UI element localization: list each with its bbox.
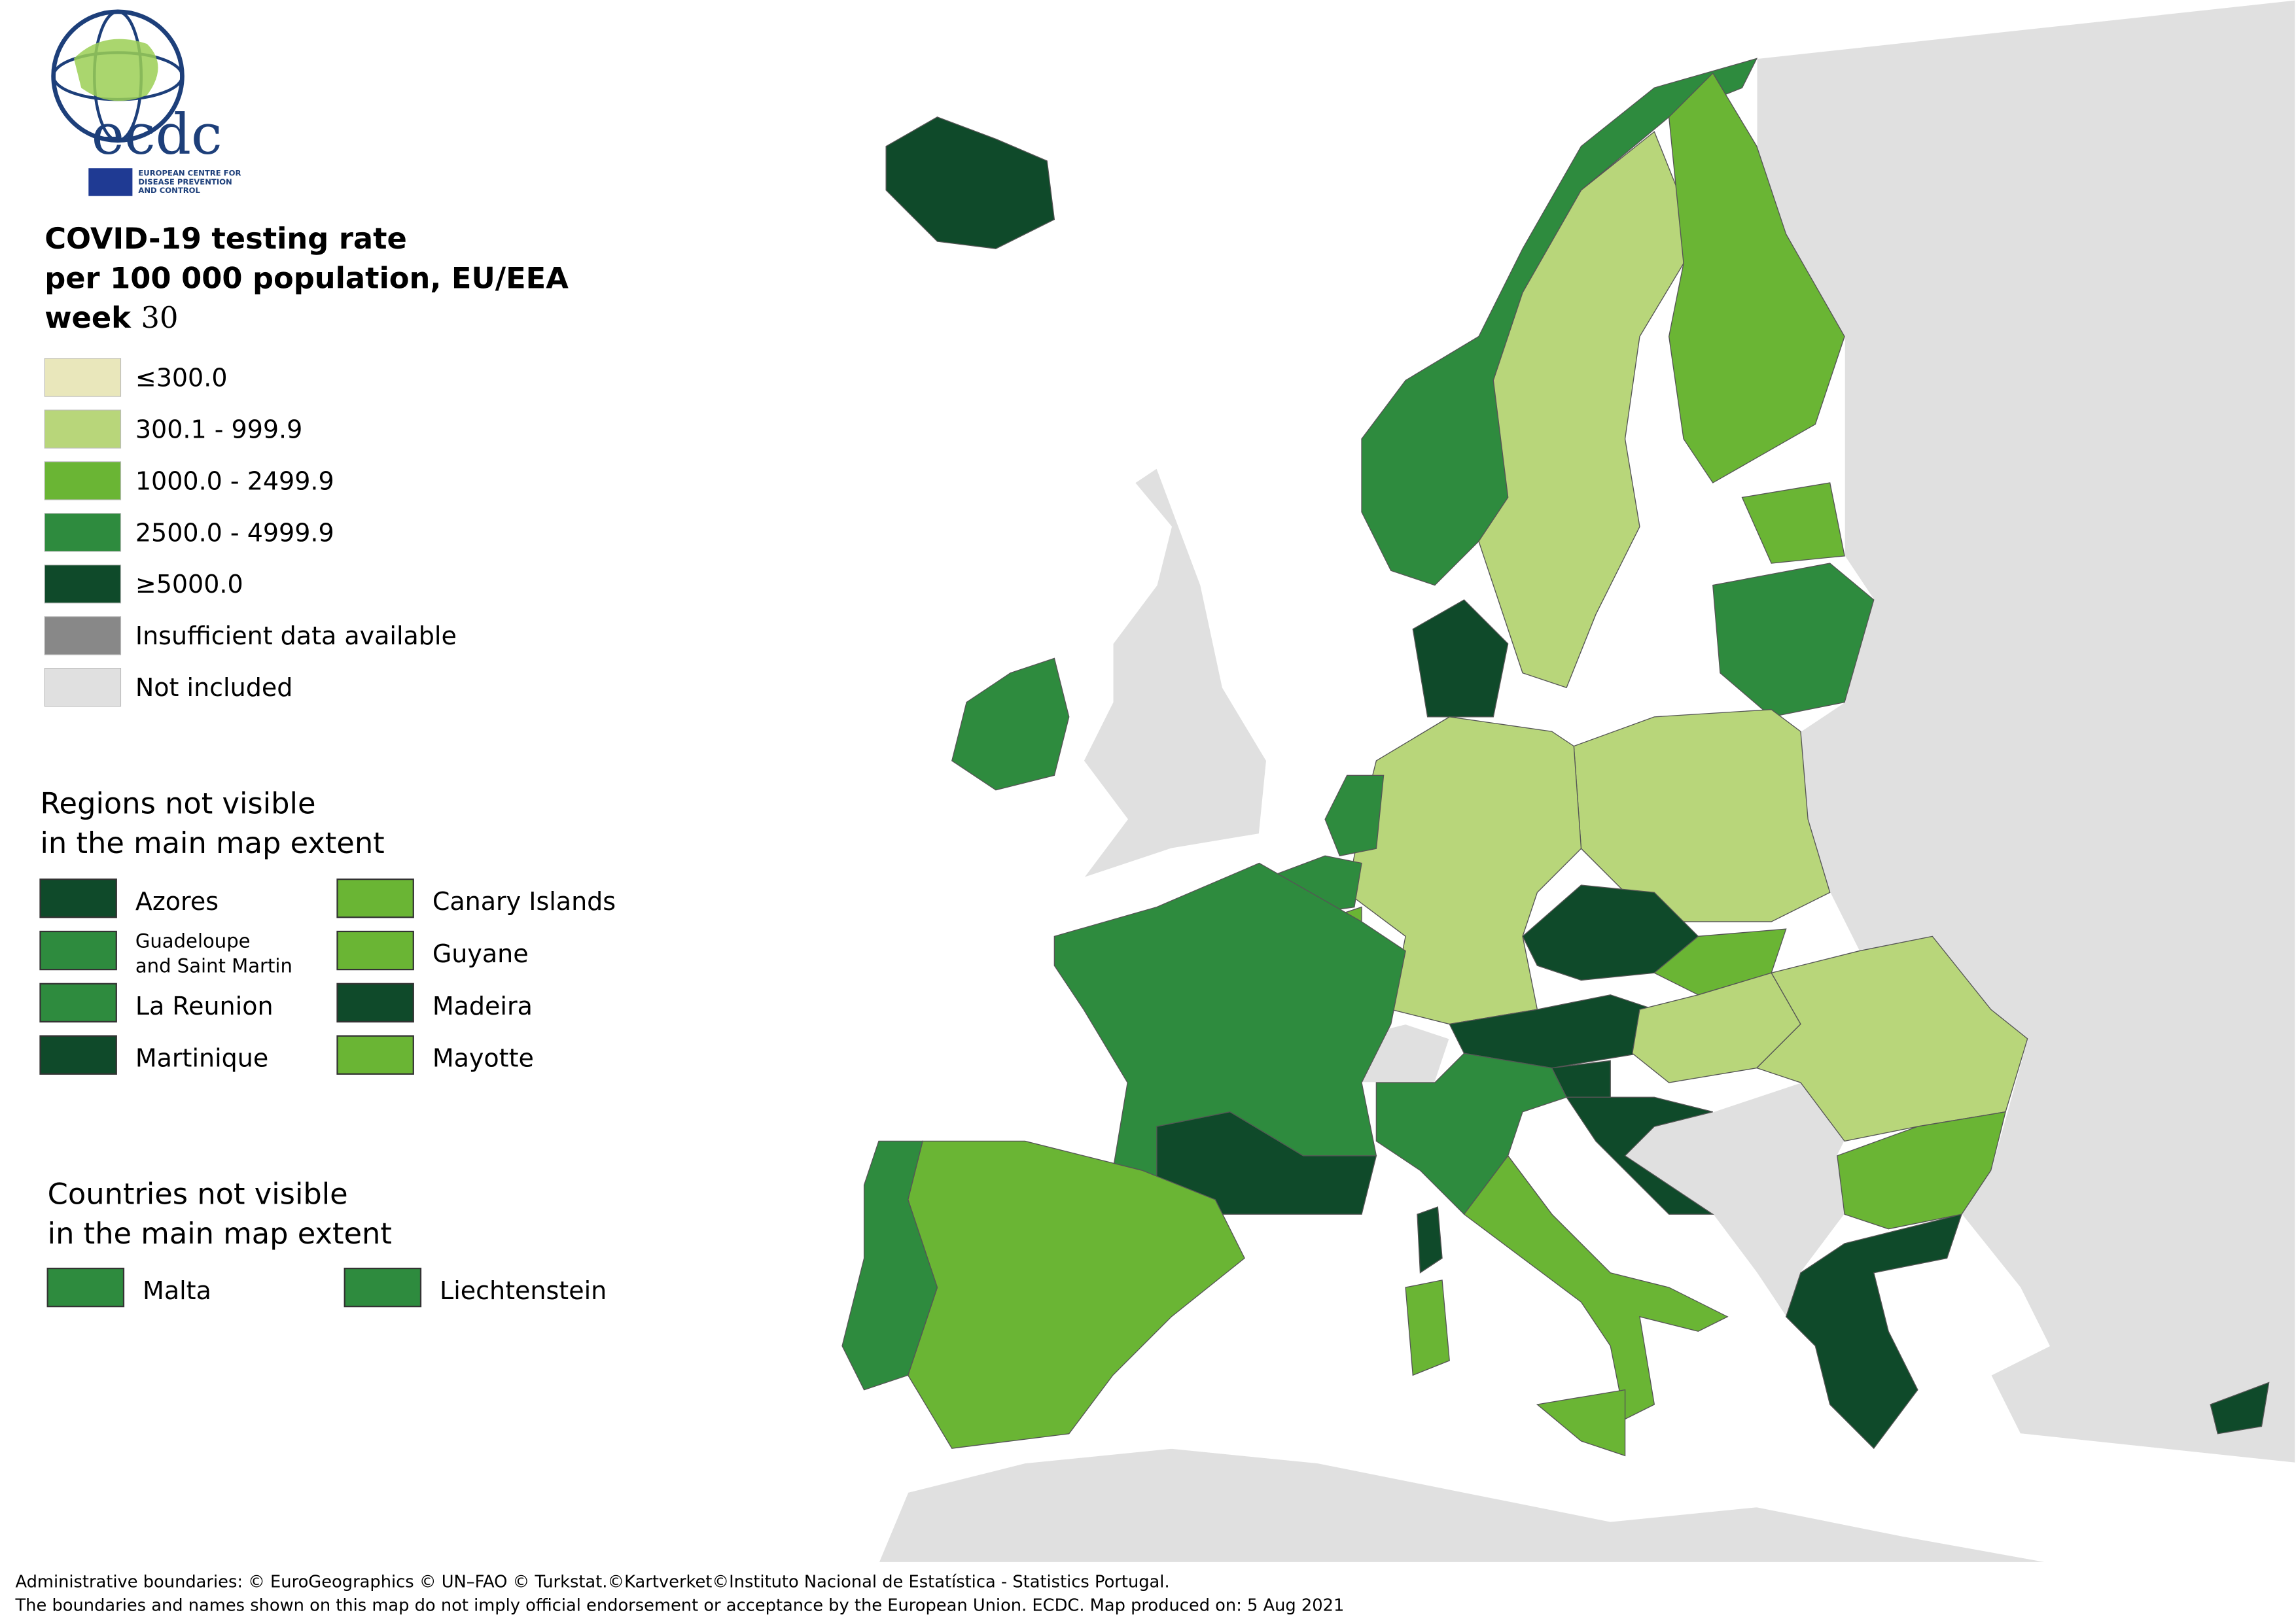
region-shape [1478,131,1684,688]
region-shape [1361,58,1758,586]
legend-swatch [336,1035,414,1075]
legend-label: Not included [135,673,292,702]
logo-acronym: ecdc [92,103,222,167]
region-shape [1573,708,1831,922]
legend-swatch [39,983,117,1023]
region-shape [1417,1206,1443,1274]
region-shape [1346,716,1582,1025]
footer-text: The boundaries and names shown on this m… [14,1595,1344,1615]
legend-label: 2500.0 - 4999.9 [135,518,334,547]
logo: ecdc EUROPEAN CENTRE FOR DISEASE PREVENTI… [51,9,241,196]
region-shape [1405,1280,1450,1376]
region-shape [1565,1096,1714,1215]
legend-label: Malta [143,1276,211,1305]
legend-label: 1000.0 - 2499.9 [135,466,334,495]
legend-swatch [46,1267,125,1308]
legend-label: Guadeloupe and Saint Martin [135,930,292,977]
region-shape [1324,775,1385,857]
region-shape [1412,599,1509,718]
logo-continent [73,39,158,101]
region-shape [1837,1111,2006,1230]
title: week 30 [44,300,178,335]
region-shape [841,1140,938,1391]
logo-eu-flag [88,168,133,196]
region-shape [1463,1155,1729,1420]
legend-label: Azores [135,887,219,916]
region-shape [877,1448,2050,1563]
legend-swatch [44,565,122,604]
region-shape [1536,1389,1626,1457]
legend-label-line: Guadeloupe [135,930,251,952]
legend-label: Liechtenstein [440,1276,607,1305]
legend-swatch [44,461,122,500]
region-shape [1741,482,1845,564]
legend-swatch [44,358,122,397]
region-shape [2210,1382,2270,1435]
section-title: Regions not visible [40,786,315,820]
legend-label: ≤300.0 [135,363,228,392]
legend-label-line: and Saint Martin [135,955,292,977]
legend-swatch [336,983,414,1023]
section-title: in the main map extent [48,1216,392,1251]
legend-label: Martinique [135,1044,268,1073]
legend-label: Insufficient data available [135,621,457,650]
region-shape [1668,72,1845,483]
legend-swatch [39,878,117,918]
legend-swatch [336,930,414,971]
logo-name: EUROPEAN CENTRE FOR DISEASE PREVENTION AND… [138,168,241,195]
legend-label: 300.1 - 999.9 [135,415,302,444]
legend-label: ≥5000.0 [135,570,243,599]
legend-label: Guyane [433,939,529,968]
legend-label: Mayotte [433,1044,534,1073]
section-title: Countries not visible [48,1177,348,1211]
region-shape [1785,1213,1962,1450]
region-shape [1712,563,1875,718]
title: per 100 000 population, EU/EEA [44,261,569,296]
legend-swatch [44,513,122,552]
legend-swatch [344,1267,422,1308]
legend-swatch [39,1035,117,1075]
section-title: in the main map extent [40,826,384,860]
legend-swatch [336,878,414,918]
legend-label: La Reunion [135,992,274,1020]
region-shape [951,657,1070,791]
legend-swatch [44,668,122,707]
footer-text: Administrative boundaries: © EuroGeograp… [15,1573,1169,1592]
legend-swatch [39,930,117,971]
title: COVID-19 testing rate [44,221,407,256]
legend-swatch [44,410,122,449]
region-shape [1082,467,1267,879]
legend-swatch [44,616,122,655]
land [841,0,2296,1563]
legend-label: Madeira [433,992,533,1020]
region-shape [885,116,1055,249]
legends: ≤300.0 300.1 - 999.9 1000.0 - 2499.9 2500.0… [14,358,1344,1615]
legend-label: Canary Islands [433,887,616,916]
